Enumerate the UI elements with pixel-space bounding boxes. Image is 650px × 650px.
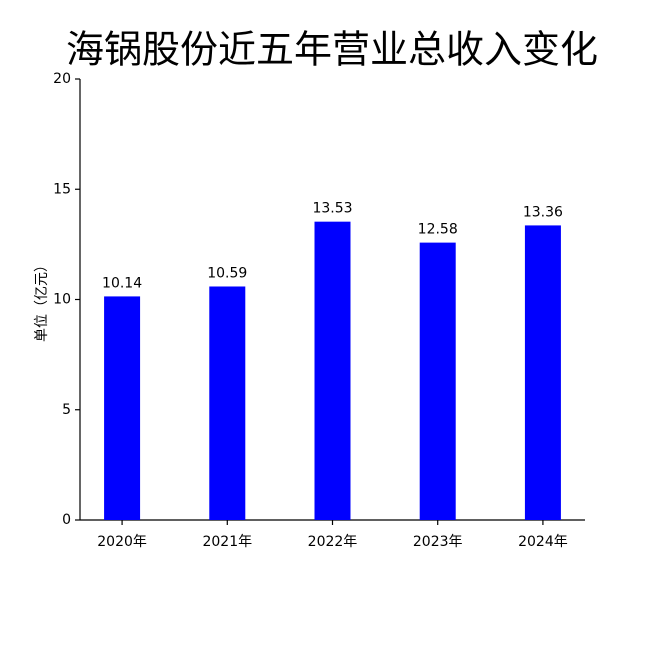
x-tick-label: 2024年 <box>518 534 568 550</box>
y-tick-label: 15 <box>53 181 71 197</box>
bar <box>524 225 561 521</box>
bar <box>419 242 456 520</box>
x-tick-label: 2022年 <box>308 534 358 550</box>
y-tick-label: 20 <box>53 71 71 87</box>
data-label: 10.14 <box>102 275 142 291</box>
x-tick-label: 2021年 <box>202 534 252 550</box>
x-tick-label: 2023年 <box>413 534 463 550</box>
x-tick-label: 2020年 <box>97 534 147 550</box>
data-label: 13.53 <box>312 201 352 217</box>
y-tick-label: 10 <box>53 292 71 308</box>
bar <box>104 296 141 520</box>
y-axis-label: 单位（亿元） <box>34 258 50 342</box>
bar <box>209 286 246 520</box>
data-label: 10.59 <box>207 265 247 281</box>
chart-title: 海锅股份近五年营业总收入变化 <box>66 28 598 72</box>
data-label: 12.58 <box>418 222 458 238</box>
bar <box>314 221 351 520</box>
y-tick-label: 5 <box>62 402 71 418</box>
data-label: 13.36 <box>523 204 563 220</box>
y-tick-label: 0 <box>62 512 71 528</box>
